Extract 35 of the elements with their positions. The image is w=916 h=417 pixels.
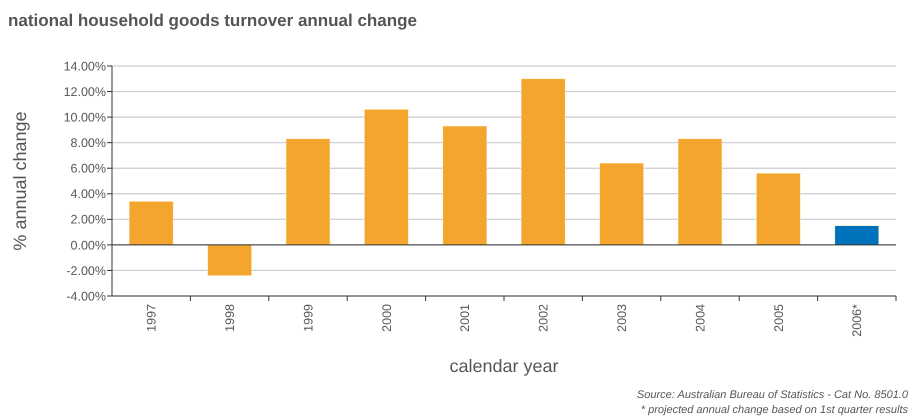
- y-tick-label: 4.00%: [70, 187, 106, 202]
- y-tick-label: 2.00%: [70, 212, 106, 227]
- bar: [521, 78, 566, 246]
- y-axis-title: % annual change: [10, 111, 30, 251]
- x-tick-label: 2000: [380, 304, 394, 332]
- x-tick-label: 1999: [301, 304, 316, 332]
- bar: [756, 173, 801, 246]
- y-tick-label: 6.00%: [70, 162, 106, 176]
- y-tick-label: 14.00%: [64, 59, 106, 74]
- y-tick-label: 10.00%: [64, 110, 106, 124]
- bar: [678, 138, 722, 246]
- bar: [599, 162, 644, 246]
- x-tick-label: 2002: [536, 304, 551, 332]
- y-tick-label: -4.00%: [66, 289, 106, 304]
- y-tick-label: 0.00%: [70, 238, 106, 252]
- chart-title: national household goods turnover annual change: [8, 11, 417, 30]
- x-tick-label: 2005: [772, 304, 786, 332]
- x-tick-label: 2003: [614, 304, 629, 332]
- text: * projected annual change based on 1st quarter results: [640, 404, 908, 416]
- y-tick-label: 12.00%: [64, 84, 106, 99]
- bar: [834, 225, 879, 246]
- x-tick-label: 2006*: [850, 304, 864, 337]
- y-tick-label: 8.00%: [70, 136, 106, 150]
- x-tick-label: 1997: [144, 304, 159, 332]
- x-tick-label: 1998: [222, 304, 237, 332]
- x-tick-label: 2004: [693, 304, 708, 332]
- bar: [364, 109, 409, 246]
- bar: [286, 138, 330, 246]
- x-axis-title: calendar year: [449, 356, 559, 376]
- bar: [207, 244, 252, 276]
- y-tick-label: -2.00%: [66, 264, 106, 278]
- bar: [442, 126, 487, 246]
- x-tick-label: 2001: [458, 304, 472, 332]
- source-note: Source: Australian Bureau of Statistics - Cat No. 8501.0: [636, 389, 909, 401]
- bar: [129, 201, 174, 246]
